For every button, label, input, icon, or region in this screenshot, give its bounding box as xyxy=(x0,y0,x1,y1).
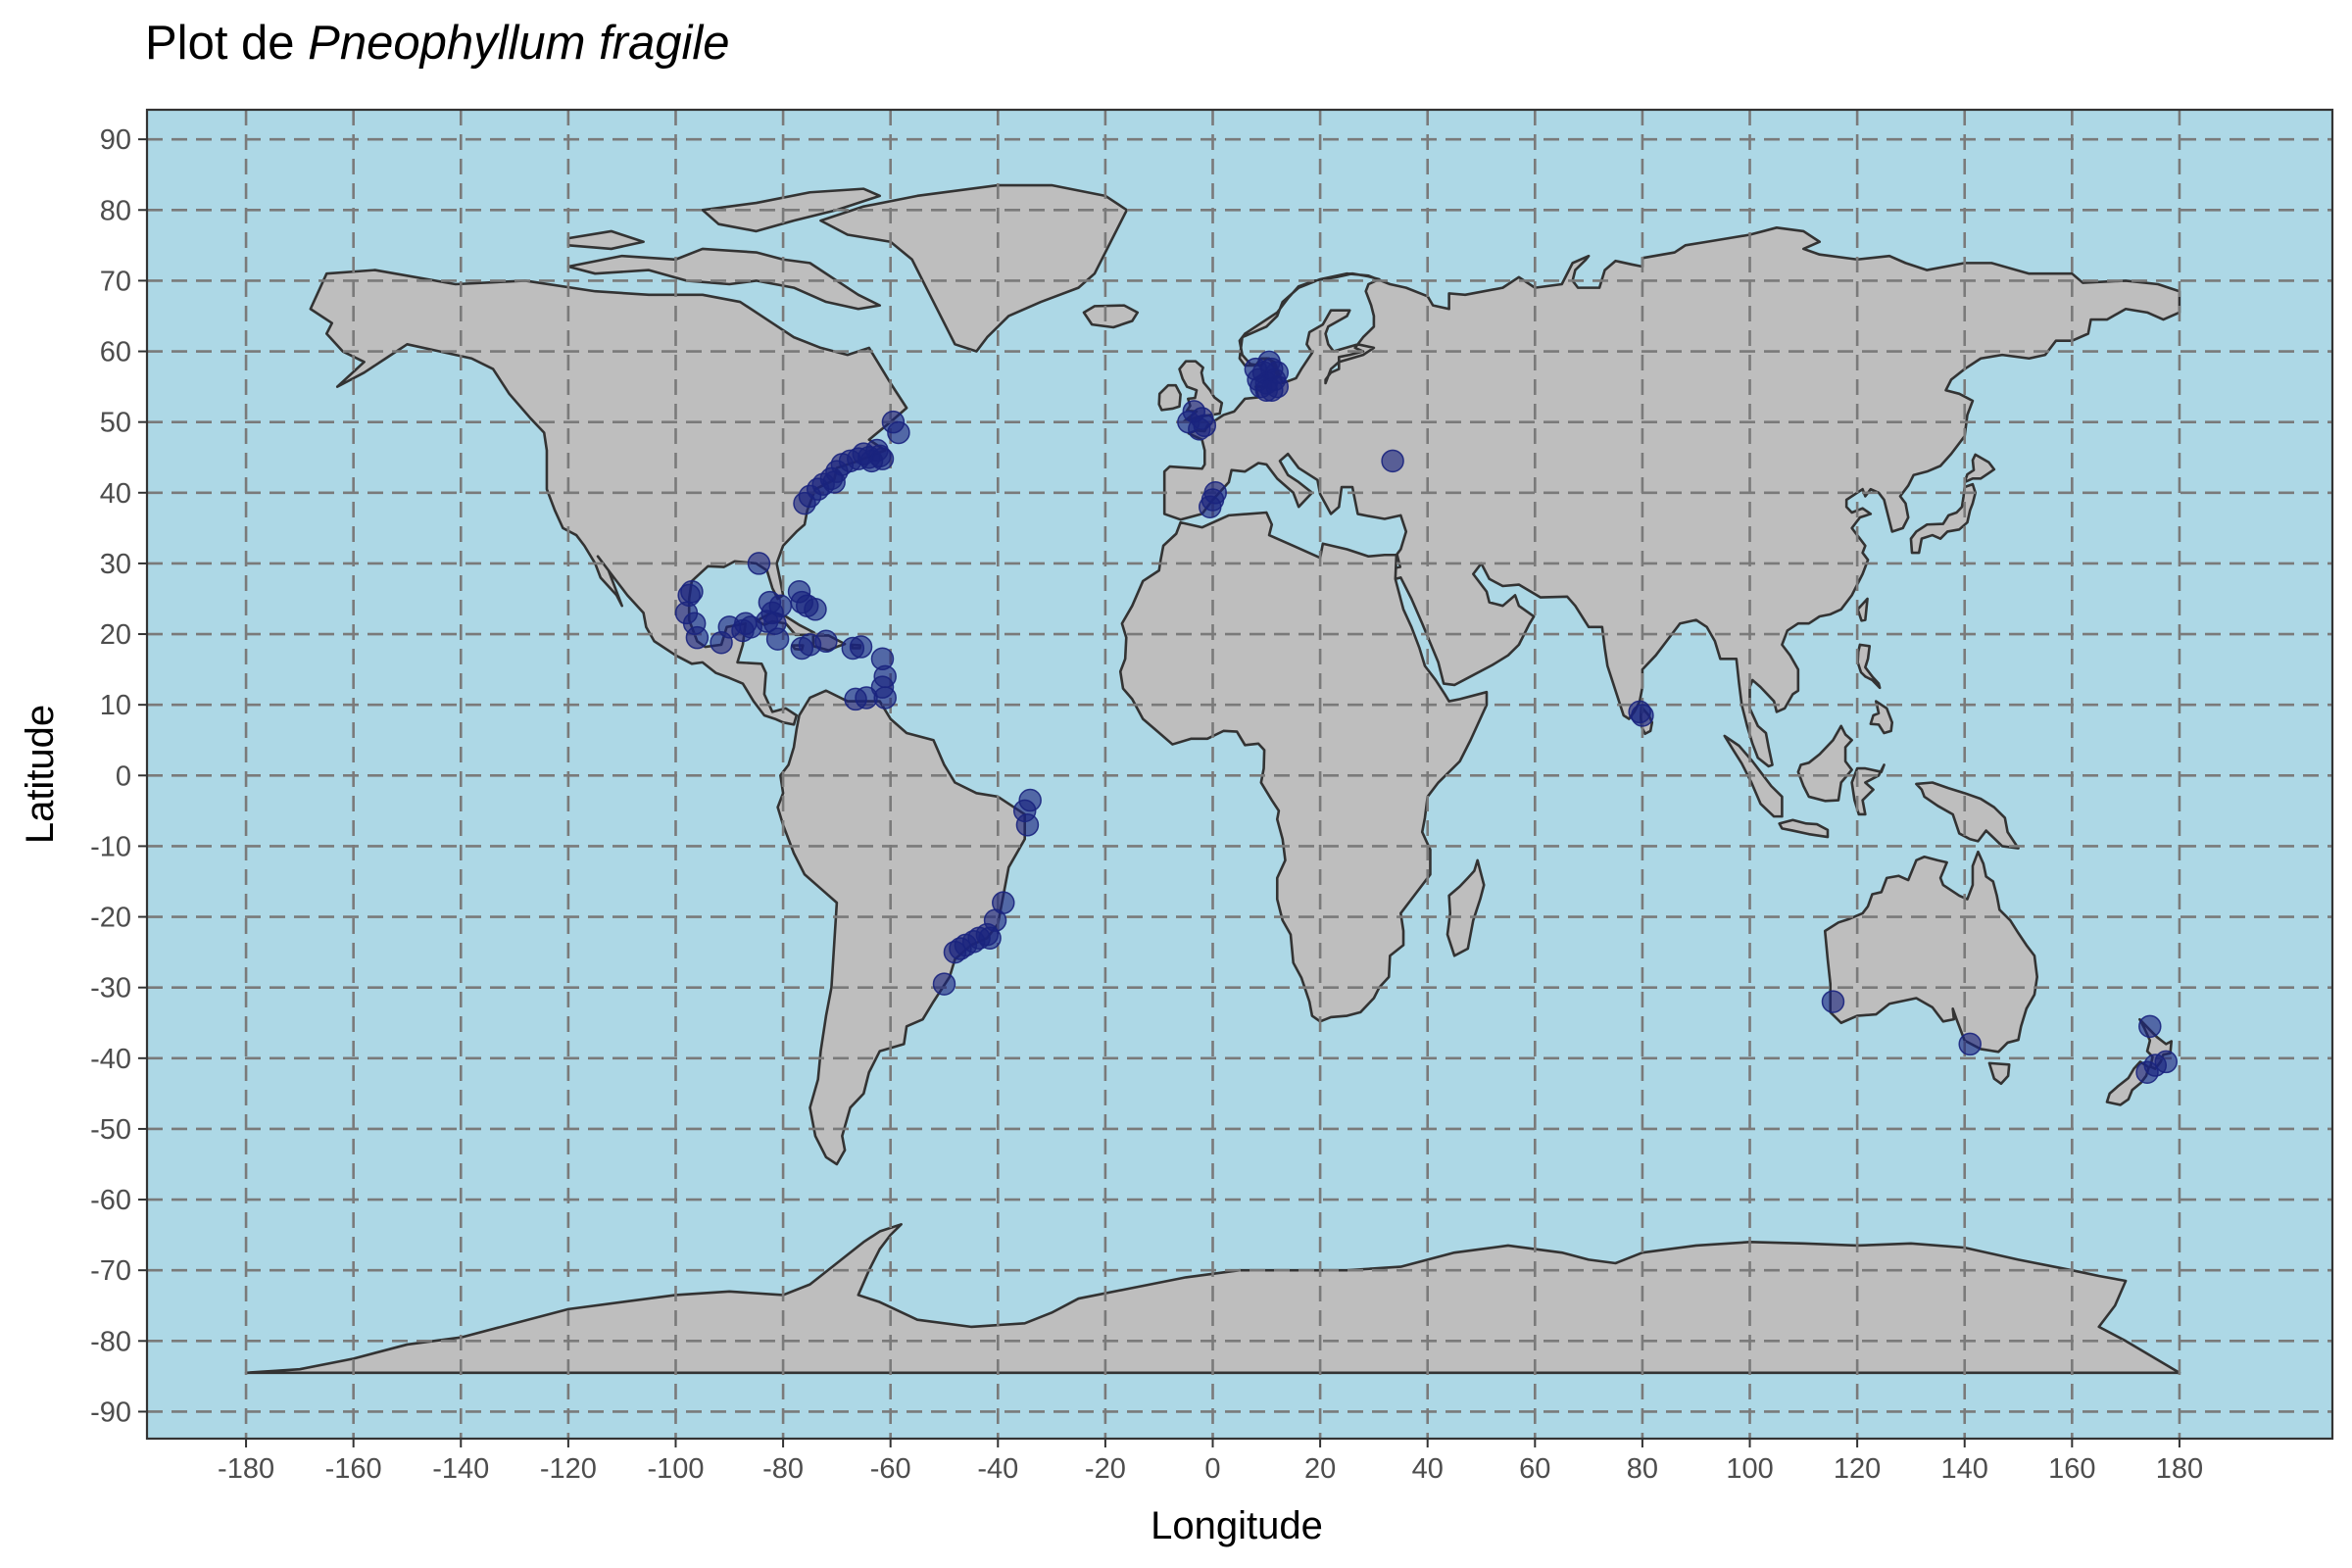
y-tick-label: 80 xyxy=(100,195,131,226)
x-tick-label: -20 xyxy=(1085,1453,1126,1485)
x-tick-label: -140 xyxy=(432,1453,489,1485)
x-tick-label: 100 xyxy=(1726,1453,1773,1485)
occurrence-point xyxy=(814,629,838,654)
y-tick-label: 10 xyxy=(100,690,131,721)
occurrence-point xyxy=(680,580,704,604)
occurrence-point xyxy=(755,610,779,633)
y-tick-label: 90 xyxy=(100,124,131,156)
occurrence-point xyxy=(2138,1014,2162,1039)
y-tick-label: -30 xyxy=(90,973,131,1004)
y-tick-label: -80 xyxy=(90,1326,131,1357)
x-tick-label: -80 xyxy=(762,1453,804,1485)
greenland xyxy=(820,185,1126,352)
x-tick-label: 80 xyxy=(1627,1453,1658,1485)
occurrence-point xyxy=(1821,990,1845,1013)
x-tick-label: 160 xyxy=(2048,1453,2095,1485)
y-tick-label: 50 xyxy=(100,408,131,439)
x-tick-label: 120 xyxy=(1834,1453,1881,1485)
occurrence-point xyxy=(793,491,816,515)
y-axis-title: Latitude xyxy=(19,705,62,844)
occurrence-point xyxy=(932,972,956,996)
occurrence-point xyxy=(685,625,710,650)
australia xyxy=(1825,852,2036,1084)
occurrence-point xyxy=(844,687,867,711)
occurrence-point xyxy=(2154,1050,2178,1074)
x-tick-label: 0 xyxy=(1204,1453,1220,1485)
occurrence-point xyxy=(1018,788,1042,812)
panel-border xyxy=(145,108,2334,1441)
south-america xyxy=(778,691,1025,1164)
occurrence-point xyxy=(1193,414,1217,438)
occurrence-point xyxy=(1958,1032,1982,1056)
occurrence-point xyxy=(1015,813,1040,837)
madagascar xyxy=(1447,860,1484,956)
y-tick-label: -90 xyxy=(90,1396,131,1428)
x-tick-label: -120 xyxy=(540,1453,597,1485)
x-tick-label: -180 xyxy=(218,1453,274,1485)
occurrence-point xyxy=(978,926,1002,950)
occurrence-point xyxy=(849,635,873,659)
occurrence-point xyxy=(758,590,782,614)
occurrence-point xyxy=(1631,704,1654,727)
occurrence-point xyxy=(881,410,906,434)
x-tick-label: 20 xyxy=(1304,1453,1336,1485)
y-tick-label: 40 xyxy=(100,478,131,510)
y-tick-label: -70 xyxy=(90,1255,131,1287)
occurrence-point xyxy=(1260,378,1284,402)
x-tick-label: 140 xyxy=(1941,1453,1988,1485)
y-tick-label: 30 xyxy=(100,549,131,580)
y-tick-label: 60 xyxy=(100,337,131,368)
y-tick-label: 70 xyxy=(100,266,131,297)
y-tick-label: 20 xyxy=(100,619,131,651)
occurrence-point xyxy=(747,552,771,575)
gridlines xyxy=(147,110,2332,1439)
title-species: Pneophyllum fragile xyxy=(308,17,729,70)
x-tick-label: 180 xyxy=(2156,1453,2203,1485)
chart-title: Plot de Pneophyllum fragile xyxy=(145,17,730,70)
x-axis: -180 -160 -140 -120 -100 -80 -60 -40 -20 0 20 40 60 8… xyxy=(218,1439,2203,1485)
occurrence-point xyxy=(2135,1060,2159,1084)
x-tick-label: -160 xyxy=(325,1453,382,1485)
occurrence-point xyxy=(1244,357,1268,381)
y-tick-label: -20 xyxy=(90,903,131,934)
x-tick-label: -100 xyxy=(647,1453,704,1485)
y-tick-label: -40 xyxy=(90,1044,131,1075)
x-tick-label: 60 xyxy=(1519,1453,1550,1485)
y-tick-label: 0 xyxy=(116,760,131,792)
occurrence-point xyxy=(765,627,790,651)
x-tick-label: -40 xyxy=(977,1453,1018,1485)
japan xyxy=(1911,455,1994,553)
y-axis: 90 80 70 60 50 40 30 20 10 0 -10 -20 -30 -40 -50 -60 -70… xyxy=(90,124,147,1428)
occurrence-point xyxy=(943,940,967,964)
occurrence-point xyxy=(870,447,895,470)
y-tick-label: -60 xyxy=(90,1185,131,1216)
x-tick-label: -60 xyxy=(870,1453,911,1485)
iceland xyxy=(1084,306,1138,327)
x-tick-label: 40 xyxy=(1412,1453,1444,1485)
y-tick-label: -10 xyxy=(90,831,131,862)
occurrence-point xyxy=(804,598,827,621)
southeast-asia-islands xyxy=(1725,599,2019,849)
x-axis-title: Longitude xyxy=(1151,1504,1323,1547)
north-america xyxy=(311,270,906,725)
occurrence-points xyxy=(674,350,2178,1084)
occurrence-point xyxy=(1381,449,1404,473)
y-tick-label: -50 xyxy=(90,1114,131,1146)
eurasia xyxy=(1164,227,2180,766)
occurrence-point xyxy=(1203,481,1227,505)
title-prefix: Plot de xyxy=(145,17,308,70)
